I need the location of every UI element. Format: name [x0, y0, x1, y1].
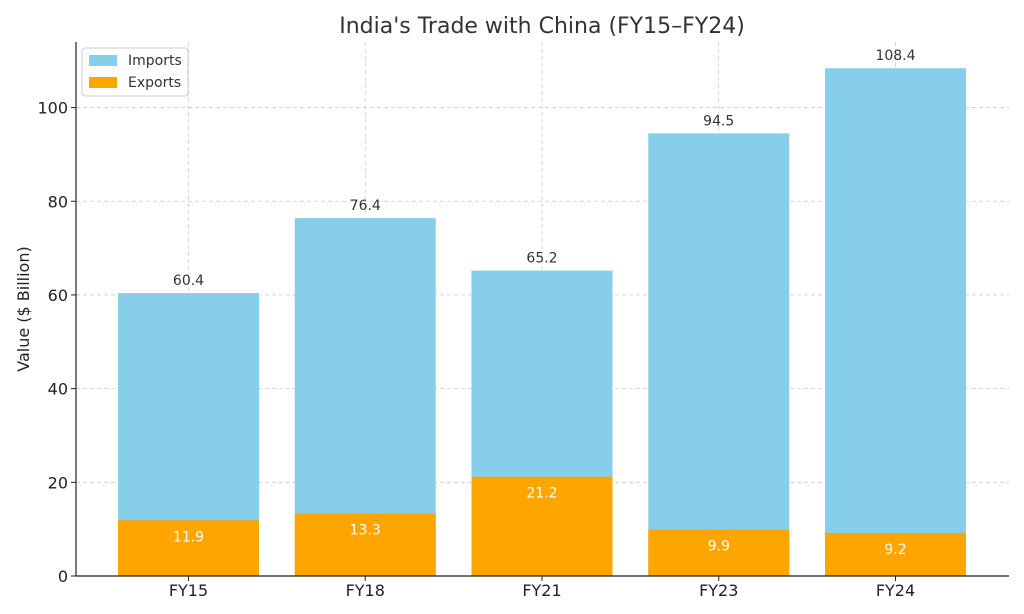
y-tick-label-80: 80 — [48, 192, 68, 211]
bar-exports-FY18 — [294, 513, 436, 576]
labels-layer: 60.4 11.9 76.4 13.3 65.2 21.2 94.5 9.9 108.4 9.2 — [173, 48, 916, 558]
data-label-exports-FY18: 13.3 — [350, 523, 381, 539]
y-tick-label-20: 20 — [48, 473, 68, 492]
bar-imports-FY24 — [825, 68, 966, 577]
x-tick-label-FY15: FY15 — [169, 581, 208, 600]
axes-layer: 0 20 40 60 80 100 FY15 FY18 FY21 FY23 FY24 — [37, 42, 1009, 600]
x-tick-label-FY24: FY24 — [876, 581, 915, 600]
legend-swatch-imports — [89, 55, 117, 66]
bar-imports-FY23 — [648, 133, 790, 576]
x-tick-label-FY23: FY23 — [699, 581, 738, 600]
legend-swatch-exports — [89, 77, 117, 88]
bar-exports-FY24 — [825, 532, 966, 576]
data-label-imports-FY24: 108.4 — [875, 48, 915, 64]
data-label-imports-FY18: 76.4 — [350, 198, 381, 214]
y-tick-label-40: 40 — [48, 380, 68, 399]
y-tick-label-0: 0 — [58, 567, 68, 586]
bar-exports-FY15 — [118, 520, 259, 576]
data-label-imports-FY23: 94.5 — [703, 113, 734, 129]
legend-label-exports: Exports — [128, 75, 181, 91]
legend-label-imports: Imports — [128, 53, 182, 69]
legend: Imports Exports — [81, 47, 189, 97]
y-tick-label-100: 100 — [37, 99, 68, 118]
chart-title: India's Trade with China (FY15–FY24) — [339, 14, 745, 39]
data-label-exports-FY15: 11.9 — [173, 529, 204, 545]
x-tick-label-FY18: FY18 — [346, 581, 385, 600]
y-axis-label: Value ($ Billion) — [14, 246, 33, 371]
bar-exports-FY21 — [471, 476, 613, 576]
data-label-exports-FY23: 9.9 — [708, 539, 730, 555]
bars-layer — [118, 68, 966, 577]
x-tick-label-FY21: FY21 — [522, 581, 561, 600]
data-label-imports-FY21: 65.2 — [526, 251, 557, 267]
data-label-exports-FY21: 21.2 — [526, 486, 557, 502]
y-tick-label-60: 60 — [48, 286, 68, 305]
data-label-imports-FY15: 60.4 — [173, 273, 204, 289]
bar-exports-FY23 — [648, 529, 790, 576]
data-label-exports-FY24: 9.2 — [884, 542, 906, 558]
